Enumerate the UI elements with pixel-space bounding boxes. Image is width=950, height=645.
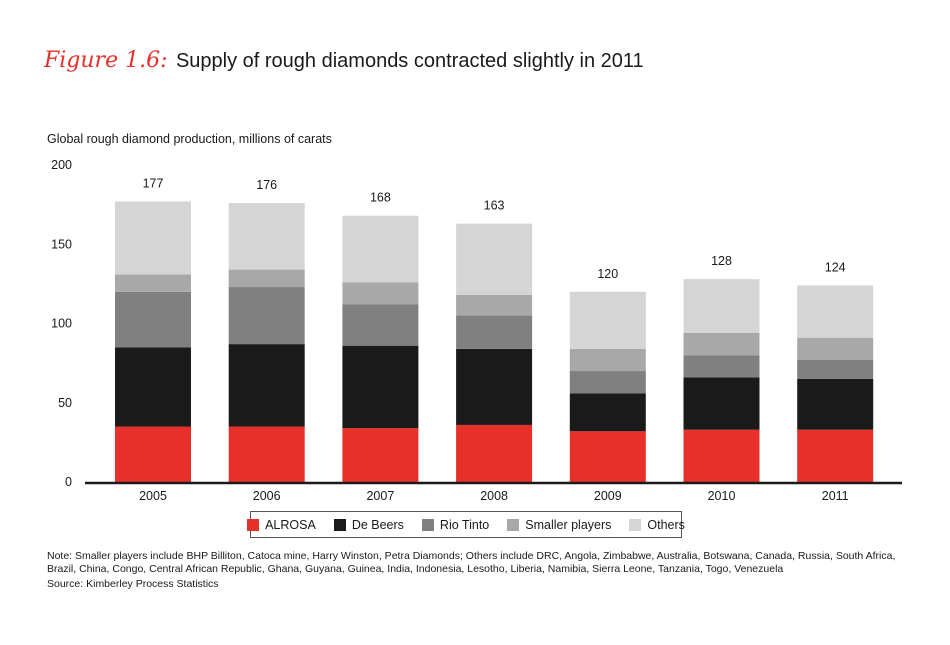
bar-others — [456, 223, 533, 295]
legend-item: Smaller players — [507, 518, 611, 532]
bar-alrosa — [683, 429, 760, 482]
chart-note: Note: Smaller players include BHP Billit… — [47, 550, 896, 575]
x-tick-label: 2005 — [139, 489, 167, 503]
legend-swatch — [629, 518, 642, 531]
bar-others — [342, 215, 419, 283]
legend-swatch — [247, 518, 260, 531]
bar-de-beers — [683, 377, 760, 430]
legend-item: Rio Tinto — [421, 517, 490, 532]
legend-swatch — [421, 518, 434, 531]
bar-rio-tinto — [456, 315, 533, 349]
x-tick-label: 2010 — [708, 489, 736, 503]
bar-rio-tinto — [569, 371, 646, 394]
y-tick-label: 150 — [51, 237, 72, 251]
legend-label: Rio Tinto — [439, 517, 490, 532]
bar-total-label: 163 — [484, 199, 505, 213]
figure-title: Figure 1.6: Supply of rough diamonds con… — [44, 48, 644, 73]
bar-alrosa — [115, 426, 191, 482]
bar-total-label: 128 — [711, 254, 732, 268]
x-tick-label: 2008 — [480, 489, 508, 503]
bar-smaller-players — [115, 274, 191, 292]
legend-label: Smaller players — [525, 517, 612, 532]
bar-de-beers — [342, 345, 419, 429]
y-tick-label: 0 — [65, 475, 72, 489]
legend-label: ALROSA — [265, 517, 316, 532]
bar-rio-tinto — [797, 359, 874, 379]
bar-total-label: 168 — [370, 191, 391, 205]
chart-source: Source: Kimberley Process Statistics — [47, 578, 219, 590]
bar-alrosa — [228, 426, 305, 482]
bar-rio-tinto — [228, 287, 305, 345]
bar-others — [683, 279, 760, 334]
bar-total-label: 177 — [143, 176, 164, 190]
bar-alrosa — [797, 429, 874, 482]
bar-de-beers — [115, 347, 191, 427]
legend-label: Others — [647, 517, 685, 532]
bar-smaller-players — [228, 269, 305, 288]
bar-de-beers — [456, 348, 533, 425]
bar-total-label: 120 — [597, 267, 618, 281]
bar-total-label: 124 — [825, 260, 846, 274]
x-tick-label: 2011 — [822, 489, 849, 503]
figure-title-text: Supply of rough diamonds contracted slig… — [175, 50, 644, 72]
bar-alrosa — [342, 428, 419, 482]
bar-smaller-players — [569, 348, 646, 372]
bar-alrosa — [456, 424, 533, 482]
bar-smaller-players — [456, 294, 533, 316]
chart-legend: ALROSA De Beers Rio Tinto Smaller players Ot… — [247, 511, 685, 538]
bar-others — [228, 203, 305, 270]
y-tick-label: 200 — [51, 158, 72, 172]
x-tick-label: 2006 — [253, 489, 281, 503]
bar-smaller-players — [683, 333, 760, 356]
bar-rio-tinto — [342, 304, 419, 346]
y-axis-label: Global rough diamond production, million… — [47, 132, 332, 146]
bar-alrosa — [569, 431, 646, 482]
bar-others — [569, 291, 646, 349]
bar-rio-tinto — [115, 291, 191, 348]
legend-label: De Beers — [351, 517, 404, 532]
legend-item: De Beers — [333, 517, 404, 532]
x-tick-label: 2009 — [594, 489, 622, 503]
bar-smaller-players — [342, 282, 419, 305]
bar-rio-tinto — [683, 355, 760, 378]
bar-de-beers — [797, 378, 874, 430]
bar-smaller-players — [797, 337, 874, 360]
bar-de-beers — [228, 344, 305, 427]
figure-label: Figure 1.6: — [44, 48, 168, 73]
y-tick-label: 50 — [58, 396, 72, 410]
bar-total-label: 176 — [256, 178, 277, 192]
bar-others — [797, 285, 874, 338]
legend-item: ALROSA — [247, 518, 316, 532]
legend-swatch — [507, 518, 520, 531]
bar-de-beers — [569, 393, 646, 432]
legend-item: Others — [629, 518, 685, 532]
y-tick-label: 100 — [51, 317, 72, 331]
legend-swatch — [333, 518, 346, 531]
x-tick-label: 2007 — [366, 489, 394, 503]
bar-others — [115, 201, 191, 275]
